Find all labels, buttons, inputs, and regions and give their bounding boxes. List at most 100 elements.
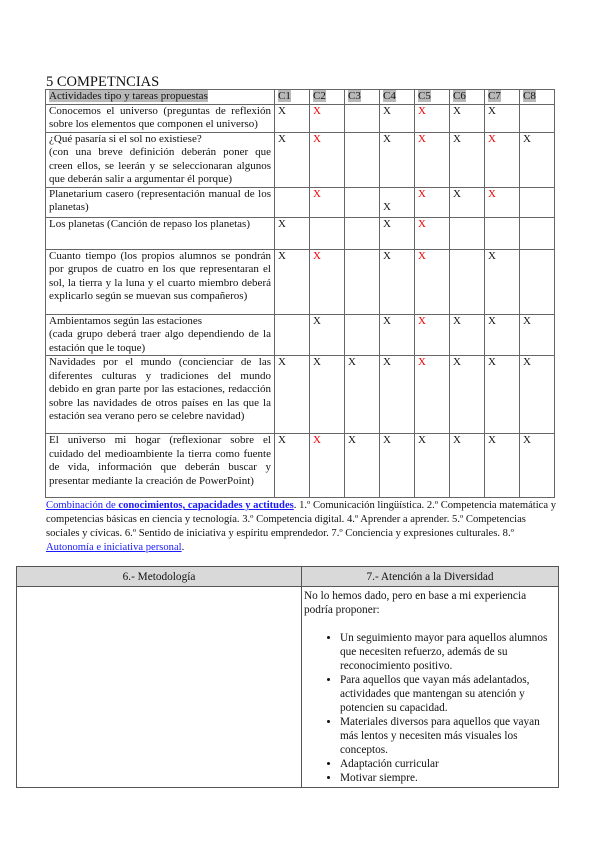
mark-cell xyxy=(449,216,485,250)
mark-cell: X xyxy=(519,131,555,188)
mark-cell: X xyxy=(449,355,485,434)
mark-cell: X xyxy=(414,103,450,133)
mark-cell: X xyxy=(379,355,415,434)
red-mark: X xyxy=(418,314,426,327)
competence-header: C1 xyxy=(278,90,291,102)
mark-cell xyxy=(274,186,310,218)
list-item: Un seguimiento mayor para aquellos alumn… xyxy=(340,631,556,673)
mark-cell: X xyxy=(484,131,520,188)
mark: X xyxy=(278,132,286,145)
mark-cell: X xyxy=(414,216,450,250)
mark-cell: X xyxy=(379,433,415,498)
header-cell: C1 xyxy=(274,89,310,105)
activity-text: ¿Qué pasaría si el sol no existiese? (co… xyxy=(49,132,271,186)
mark: X xyxy=(383,104,391,117)
mark-cell: X xyxy=(274,131,310,188)
mark: X xyxy=(453,314,461,327)
mark-cell: X xyxy=(309,313,345,356)
table-row: ¿Qué pasaría si el sol no existiese? (co… xyxy=(45,131,555,188)
mark-cell xyxy=(344,186,380,218)
mark-cell: X xyxy=(309,248,345,315)
activity-text: El universo mi hogar (reflexionar sobre … xyxy=(49,434,271,487)
competence-header: C4 xyxy=(383,90,396,102)
activity-cell: Planetarium casero (representación manua… xyxy=(45,186,275,218)
competence-header: C6 xyxy=(453,90,466,102)
mark-cell xyxy=(344,103,380,133)
mark-cell: X xyxy=(484,313,520,356)
header-cell: C3 xyxy=(344,89,380,105)
metodologia-cell xyxy=(16,586,302,788)
mark: X xyxy=(278,217,286,230)
mark-cell: X xyxy=(379,313,415,356)
mark-cell xyxy=(344,131,380,188)
red-mark: X xyxy=(418,249,426,262)
mark: X xyxy=(383,314,391,327)
red-mark: X xyxy=(313,249,321,262)
header-cell: C8 xyxy=(519,89,555,105)
header-cell: C6 xyxy=(449,89,485,105)
red-mark: X xyxy=(418,104,426,117)
red-mark: X xyxy=(418,132,426,145)
diversidad-cell: No lo hemos dado, pero en base a mi expe… xyxy=(301,586,559,788)
competence-header: C2 xyxy=(313,90,326,102)
mark: X xyxy=(453,434,461,446)
mark-cell: X xyxy=(344,355,380,434)
mark-cell: X xyxy=(414,131,450,188)
list-item: Materiales diversos para aquellos que va… xyxy=(340,715,556,757)
list-item: Motivar siempre. xyxy=(340,771,556,785)
list-item: Para aquellos que vayan más adelantados,… xyxy=(340,673,556,715)
activity-text: Planetarium casero (representación manua… xyxy=(49,187,271,214)
red-mark: X xyxy=(488,187,496,200)
list-item: Adaptación curricular xyxy=(340,757,556,771)
mark-cell: X xyxy=(519,313,555,356)
mark-cell: X xyxy=(414,433,450,498)
mark-cell: X xyxy=(274,103,310,133)
mark: X xyxy=(523,356,531,368)
header-cell: C7 xyxy=(484,89,520,105)
mark-cell xyxy=(519,186,555,218)
competencias-link[interactable]: Combinación de conocimientos, capacidade… xyxy=(46,500,294,511)
mark-cell: X xyxy=(519,355,555,434)
mark-cell xyxy=(309,216,345,250)
mark: X xyxy=(523,314,531,327)
table-row: El universo mi hogar (reflexionar sobre … xyxy=(45,433,555,498)
mark-cell: X xyxy=(484,103,520,133)
mark: X xyxy=(488,249,496,262)
mark-cell: X xyxy=(414,186,450,218)
activity-text: Los planetas (Canción de repaso los plan… xyxy=(49,217,250,230)
mark: X xyxy=(453,187,461,200)
mark: X xyxy=(278,249,286,262)
mark-cell: X xyxy=(484,248,520,315)
mark-cell: X xyxy=(484,186,520,218)
mark-cell: X xyxy=(274,248,310,315)
link-text: Combinación de xyxy=(46,500,119,511)
autonomia-link[interactable]: Autonomía e iniciativa personal xyxy=(46,542,182,553)
mark-cell: X xyxy=(484,355,520,434)
table-row: Cuanto tiempo (los propios alumnos se po… xyxy=(45,248,555,315)
mark-cell: X xyxy=(309,131,345,188)
mark-cell xyxy=(519,216,555,250)
mark-cell: X xyxy=(379,248,415,315)
diversidad-list: Un seguimiento mayor para aquellos alumn… xyxy=(304,631,556,785)
mark: X xyxy=(383,434,391,446)
mark-cell xyxy=(344,248,380,315)
diversidad-intro: No lo hemos dado, pero en base a mi expe… xyxy=(304,590,527,616)
activity-cell: Ambientamos según las estaciones (cada g… xyxy=(45,313,275,356)
mark-cell: X xyxy=(379,216,415,250)
mark-cell: X xyxy=(379,131,415,188)
table-row: Ambientamos según las estaciones (cada g… xyxy=(45,313,555,356)
mark-cell: X xyxy=(379,103,415,133)
activity-text: Ambientamos según las estaciones (cada g… xyxy=(49,314,271,354)
activity-text: Navidades por el mundo (concienciar de l… xyxy=(49,356,271,422)
red-mark: X xyxy=(488,132,496,145)
table-row: Planetarium casero (representación manua… xyxy=(45,186,555,218)
competence-header: C3 xyxy=(348,90,361,102)
mark: X xyxy=(313,356,321,368)
red-mark: X xyxy=(313,434,321,446)
activity-cell: ¿Qué pasaría si el sol no existiese? (co… xyxy=(45,131,275,188)
activity-cell: El universo mi hogar (reflexionar sobre … xyxy=(45,433,275,498)
activity-cell: Navidades por el mundo (concienciar de l… xyxy=(45,355,275,434)
competence-header: C5 xyxy=(418,90,431,102)
competence-header: C7 xyxy=(488,90,501,102)
mark: X xyxy=(383,132,391,145)
